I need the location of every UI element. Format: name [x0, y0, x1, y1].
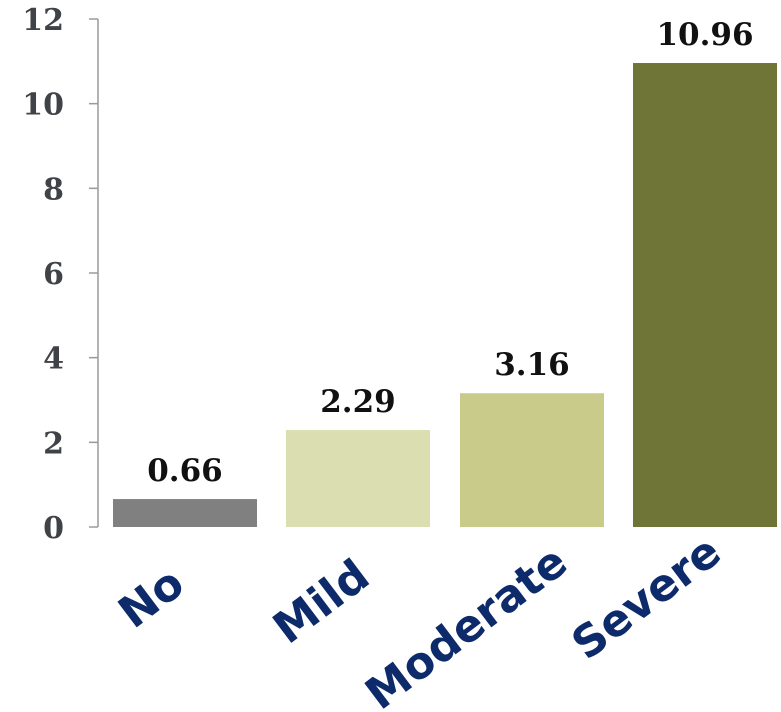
x-tick-label: No — [109, 557, 193, 638]
x-tick-label: Moderate — [356, 536, 576, 712]
y-tick-label: 12 — [22, 3, 64, 38]
value-label: 10.96 — [656, 17, 753, 53]
x-tick-label: Mild — [264, 550, 379, 654]
bar-moderate — [460, 393, 604, 527]
bar-mild — [286, 430, 430, 527]
x-tick-label: Severe — [563, 526, 731, 670]
y-tick-label: 0 — [43, 511, 64, 546]
value-label: 2.29 — [320, 384, 396, 420]
value-labels-group: 0.66 2.29 3.16 10.96 — [147, 17, 753, 489]
y-tick-label: 6 — [43, 257, 64, 292]
y-axis-ticks: 0 2 4 6 8 10 12 — [22, 3, 98, 546]
bar-severe — [633, 63, 777, 527]
value-label: 0.66 — [147, 453, 223, 489]
y-tick-label: 10 — [22, 88, 64, 123]
y-tick-label: 8 — [43, 172, 64, 207]
value-label: 3.16 — [494, 347, 570, 383]
bars-group — [113, 63, 777, 527]
y-tick-label: 2 — [43, 426, 64, 461]
bar-no — [113, 499, 257, 527]
y-tick-label: 4 — [43, 342, 64, 377]
